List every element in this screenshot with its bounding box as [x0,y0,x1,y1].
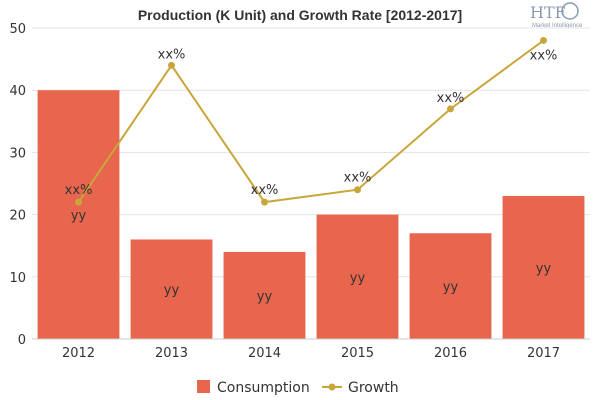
growth-value-label: xx% [437,91,465,106]
y-tick-label: 10 [9,271,26,286]
legend: Consumption Growth [197,380,399,396]
growth-point[interactable] [540,36,547,44]
growth-line [75,36,547,206]
x-axis: 2012 2013 2014 2015 2016 2017 [32,338,590,361]
legend-label-consumption: Consumption [217,380,310,396]
growth-point[interactable] [168,61,175,69]
growth-value-label: xx% [344,171,372,186]
growth-value-label: xx% [530,48,558,63]
bar[interactable] [316,214,399,339]
bar-value-label: yy [257,289,273,304]
growth-value-label: xx% [65,183,93,198]
bar[interactable] [130,239,213,339]
legend-item-growth[interactable]: Growth [322,380,399,396]
legend-item-consumption[interactable]: Consumption [197,380,310,396]
bar[interactable] [223,251,306,339]
watermark-logo: HTF Market Intelligence [530,2,583,29]
logo-text: HTF [530,3,566,22]
growth-point[interactable] [75,198,82,206]
bar-data-labels: yy yy yy yy yy yy [71,209,552,305]
x-tick-label: 2017 [527,346,560,361]
bar-value-label: yy [164,283,180,298]
legend-swatch-growth-marker [328,383,336,391]
x-tick-label: 2015 [341,346,374,361]
bars [37,90,585,339]
growth-point[interactable] [261,198,268,206]
bar-value-label: yy [350,271,366,286]
chart-title: Production (K Unit) and Growth Rate [201… [138,7,462,23]
y-tick-label: 0 [18,333,26,348]
y-tick-label: 30 [9,146,26,161]
line-data-labels: xx% xx% xx% xx% xx% xx% [65,47,558,198]
x-tick-label: 2012 [62,346,95,361]
bar-value-label: yy [443,280,459,295]
bar-value-label: yy [71,209,87,224]
y-tick-label: 40 [9,84,26,99]
logo-subtext: Market Intelligence [532,23,583,29]
bar[interactable] [502,195,585,339]
legend-swatch-consumption [197,380,210,393]
bar-value-label: yy [536,261,552,276]
bar[interactable] [37,90,120,339]
growth-point[interactable] [354,186,361,194]
y-tick-label: 20 [9,209,26,224]
x-tick-label: 2013 [155,346,188,361]
growth-series-line [77,39,545,204]
legend-label-growth: Growth [348,380,399,396]
growth-value-label: xx% [158,47,186,62]
bar[interactable] [409,233,492,339]
x-tick-label: 2014 [248,346,281,361]
y-axis: 0 10 20 30 40 50 [9,22,26,348]
x-tick-label: 2016 [434,346,467,361]
globe-icon [561,2,579,20]
y-tick-label: 50 [9,22,26,37]
growth-value-label: xx% [251,183,279,198]
growth-point[interactable] [447,105,454,113]
